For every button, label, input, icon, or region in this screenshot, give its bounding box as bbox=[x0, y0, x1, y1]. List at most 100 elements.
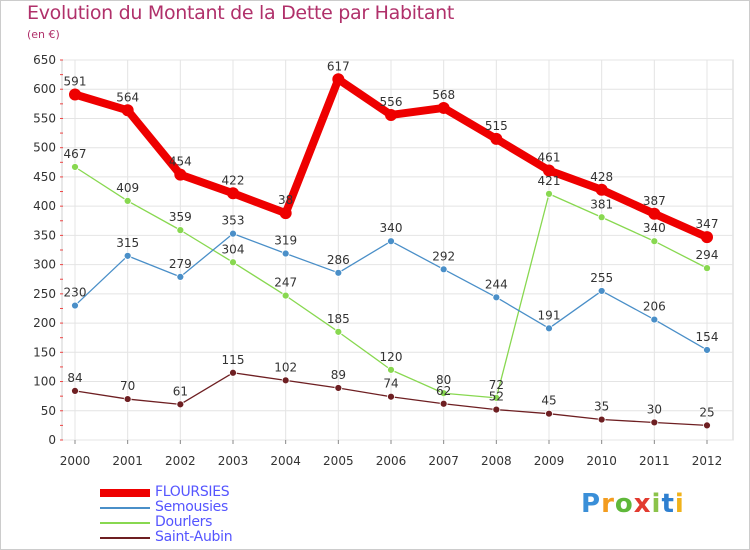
data-label: 315 bbox=[116, 236, 139, 250]
x-tick-label: 2008 bbox=[481, 454, 512, 468]
data-label: 617 bbox=[327, 59, 350, 73]
chart-subtitle: (en €) bbox=[27, 28, 60, 41]
data-label: 292 bbox=[432, 249, 455, 263]
y-tick-label: 350 bbox=[33, 228, 56, 242]
data-label: 247 bbox=[274, 276, 297, 290]
data-label: 230 bbox=[64, 286, 87, 300]
data-label: 422 bbox=[222, 173, 245, 187]
data-label: 353 bbox=[222, 214, 245, 228]
data-point bbox=[123, 196, 132, 205]
x-tick-label: 2000 bbox=[60, 454, 91, 468]
legend-item: Semousies bbox=[100, 500, 232, 515]
legend-item: Saint-Aubin bbox=[100, 529, 233, 545]
data-point bbox=[387, 392, 395, 401]
chart-title: Evolution du Montant de la Dette par Hab… bbox=[27, 2, 455, 24]
data-label: 25 bbox=[699, 405, 714, 419]
x-tick-label: 2011 bbox=[639, 454, 670, 468]
data-point bbox=[174, 168, 187, 181]
data-label: 556 bbox=[380, 95, 403, 109]
y-tick-label: 300 bbox=[33, 258, 56, 272]
data-point bbox=[332, 73, 345, 86]
plot-area bbox=[61, 59, 734, 441]
data-label: 340 bbox=[380, 221, 403, 235]
data-point bbox=[176, 272, 185, 281]
data-label: 35 bbox=[594, 400, 609, 414]
legend-swatch bbox=[100, 506, 150, 509]
data-label: 461 bbox=[538, 150, 561, 164]
x-tick-label: 2007 bbox=[428, 454, 459, 468]
data-label: 409 bbox=[116, 181, 139, 195]
data-label: 191 bbox=[538, 308, 561, 322]
data-point bbox=[71, 386, 79, 395]
data-label: 467 bbox=[64, 147, 87, 161]
data-label: 421 bbox=[538, 174, 561, 188]
y-tick-label: 100 bbox=[33, 375, 56, 389]
data-label: 319 bbox=[274, 234, 297, 248]
y-tick-label: 500 bbox=[33, 141, 56, 155]
data-point bbox=[227, 187, 239, 200]
data-point bbox=[176, 226, 185, 235]
legend-label: FLOURSIES bbox=[155, 484, 230, 500]
logo-letter: r bbox=[601, 489, 615, 519]
data-point bbox=[279, 207, 292, 220]
x-tick-label: 2006 bbox=[376, 454, 407, 468]
data-point bbox=[334, 327, 343, 336]
logo-letter: o bbox=[614, 489, 634, 519]
data-point bbox=[229, 229, 237, 238]
proxiti-logo: Proxiti bbox=[581, 489, 685, 519]
legend: FLOURSIES Semousies Dourlers Saint-Aubin bbox=[100, 485, 233, 545]
y-tick-label: 150 bbox=[33, 345, 56, 359]
data-label: 52 bbox=[489, 390, 504, 404]
data-point bbox=[545, 189, 553, 198]
data-label: 286 bbox=[327, 253, 350, 267]
logo-letter: x bbox=[633, 489, 652, 519]
y-tick-label: 50 bbox=[41, 404, 56, 418]
x-tick-label: 2001 bbox=[112, 454, 143, 468]
y-tick-label: 200 bbox=[33, 316, 56, 330]
data-point bbox=[437, 101, 450, 114]
series-lines bbox=[69, 73, 713, 430]
data-label: 45 bbox=[541, 394, 556, 408]
data-point bbox=[71, 301, 79, 310]
data-point bbox=[121, 104, 134, 117]
legend-label: Saint-Aubin bbox=[155, 529, 233, 545]
data-label: 359 bbox=[169, 210, 192, 224]
data-label: 454 bbox=[169, 155, 192, 169]
logo-letter: i bbox=[674, 489, 685, 519]
data-label: 80 bbox=[436, 373, 451, 387]
data-label: 340 bbox=[643, 221, 666, 235]
data-label: 255 bbox=[590, 271, 613, 285]
data-label: 279 bbox=[169, 257, 192, 271]
y-tick-label: 600 bbox=[33, 82, 56, 96]
data-point bbox=[387, 365, 395, 374]
data-label: 84 bbox=[67, 371, 82, 385]
data-point bbox=[439, 389, 448, 398]
x-tick-label: 2003 bbox=[218, 454, 249, 468]
data-point bbox=[176, 400, 185, 409]
data-point bbox=[281, 249, 290, 258]
data-label: 70 bbox=[120, 379, 135, 393]
data-point bbox=[703, 346, 711, 354]
data-label: 30 bbox=[647, 402, 662, 416]
data-label: 154 bbox=[696, 330, 719, 344]
legend-swatch bbox=[100, 488, 150, 497]
data-label: 38 bbox=[278, 193, 293, 207]
data-label: 72 bbox=[489, 378, 504, 392]
legend-label: Dourlers bbox=[155, 514, 213, 530]
data-point bbox=[387, 237, 395, 246]
data-point bbox=[597, 287, 606, 295]
data-point bbox=[492, 405, 501, 414]
legend-item: FLOURSIES bbox=[100, 485, 232, 500]
data-point bbox=[597, 213, 606, 222]
data-point bbox=[123, 395, 132, 403]
data-label: 244 bbox=[485, 277, 508, 291]
y-tick-label: 0 bbox=[48, 433, 56, 447]
data-point bbox=[650, 315, 659, 324]
data-point bbox=[545, 324, 553, 333]
legend-item: Dourlers bbox=[100, 515, 232, 530]
data-point bbox=[543, 164, 555, 177]
y-tick-label: 250 bbox=[33, 287, 56, 301]
y-tick-label: 450 bbox=[33, 170, 56, 184]
data-point bbox=[701, 231, 713, 244]
